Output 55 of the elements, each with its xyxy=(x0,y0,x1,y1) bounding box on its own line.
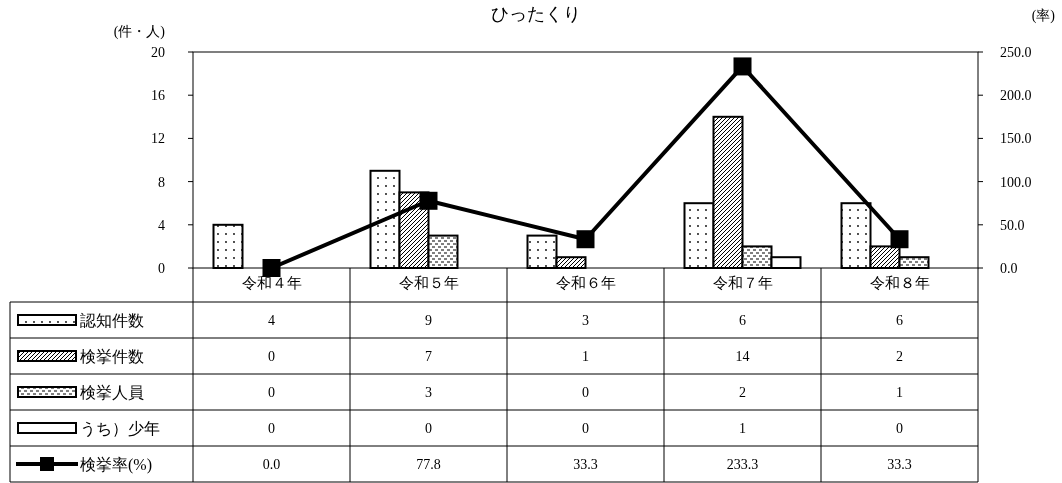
data-label: 1 xyxy=(739,420,746,436)
x-tick-label: 令和６年 xyxy=(555,275,616,291)
data-label: 0 xyxy=(268,348,275,364)
y2-tick-label: 150.0 xyxy=(1000,131,1032,147)
data-label: 6 xyxy=(896,312,903,328)
data-label: 0 xyxy=(896,420,903,436)
point xyxy=(262,259,281,277)
data-label: 6 xyxy=(739,312,746,328)
y2-tick-label: 200.0 xyxy=(1000,88,1032,104)
x-tick-label: 令和７年 xyxy=(712,275,773,291)
data-label: 9 xyxy=(425,312,432,328)
x-tick-label: 令和５年 xyxy=(398,275,459,291)
legend-label: 検挙人員 xyxy=(80,383,144,401)
data-label: 233.3 xyxy=(726,456,759,472)
data-label: 0 xyxy=(582,384,589,400)
y2-tick-label: 250.0 xyxy=(1000,44,1032,60)
data-label: 2 xyxy=(739,384,746,400)
data-label: 33.3 xyxy=(573,456,598,472)
data-label: 1 xyxy=(896,384,903,400)
data-label: 0.0 xyxy=(262,456,281,472)
point xyxy=(419,191,438,210)
data-label: 3 xyxy=(425,384,432,400)
point xyxy=(576,230,595,249)
data-label: 3 xyxy=(582,312,589,328)
y2-axis-title: (率) xyxy=(1031,8,1056,24)
data-label: 7 xyxy=(425,348,432,364)
y-tick-label: 0 xyxy=(158,260,165,276)
data-label: 2 xyxy=(896,348,903,364)
y-tick-label: 16 xyxy=(151,88,165,104)
legend-label: 認知件数 xyxy=(80,311,144,329)
point xyxy=(890,230,909,249)
y-axis-title: (件・人) xyxy=(113,24,166,40)
data-label: 4 xyxy=(268,312,275,328)
data-label: 14 xyxy=(735,348,750,364)
legend-label: 検挙件数 xyxy=(80,347,144,365)
point xyxy=(733,57,752,76)
legend-label: 検挙率(%) xyxy=(80,455,152,474)
x-tick-label: 令和４年 xyxy=(241,275,302,291)
y-tick-label: 20 xyxy=(151,44,165,60)
y2-tick-label: 100.0 xyxy=(1000,174,1032,190)
legend-label: うち）少年 xyxy=(80,419,160,438)
data-label: 1 xyxy=(582,348,589,364)
data-label: 0 xyxy=(582,420,589,436)
data-label: 0 xyxy=(425,420,432,436)
y-tick-label: 12 xyxy=(151,131,165,147)
y2-tick-label: 0.0 xyxy=(1000,260,1018,276)
chart-title: ひったくり xyxy=(490,4,581,24)
x-tick-label: 令和８年 xyxy=(869,275,930,291)
data-label: 0 xyxy=(268,420,275,436)
y2-tick-label: 50.0 xyxy=(1000,217,1025,233)
y-tick-label: 8 xyxy=(158,174,165,190)
data-label: 0 xyxy=(268,384,275,400)
data-label: 33.3 xyxy=(887,456,912,472)
y-tick-label: 4 xyxy=(158,217,165,233)
data-label: 77.8 xyxy=(416,456,441,472)
